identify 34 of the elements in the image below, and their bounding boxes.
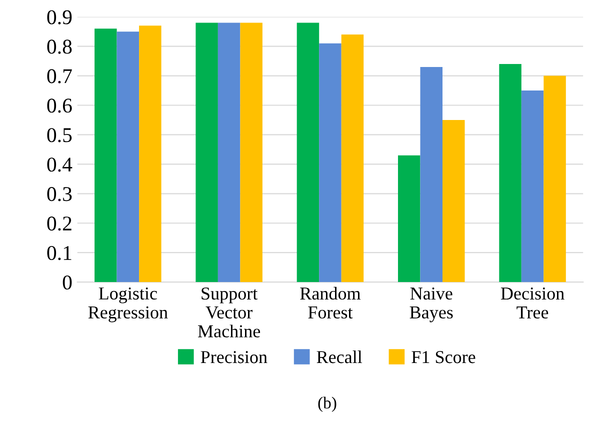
bar [442, 120, 465, 282]
x-tick-label: Decision Tree [500, 288, 564, 319]
x-tick-label: Logistic Regression [88, 287, 168, 322]
bar [398, 155, 420, 282]
y-tick-label: 0 [62, 275, 72, 290]
y-tick-label: 0.9 [47, 10, 72, 24]
bar [341, 34, 364, 282]
y-tick-label: 0.2 [47, 216, 72, 231]
bar [544, 76, 566, 282]
y-tick-label: 0.8 [47, 40, 72, 54]
bar [116, 32, 140, 282]
legend-label: Precision [200, 351, 268, 364]
bar [139, 26, 162, 282]
bar [319, 43, 342, 282]
y-tick-label: 0.7 [47, 69, 72, 84]
y-tick-label: 0.6 [47, 98, 72, 113]
bar [218, 22, 240, 282]
bar [521, 90, 544, 282]
text: (b) [318, 396, 336, 412]
bar [94, 28, 117, 282]
bar [196, 22, 218, 282]
x-tick-label: Random Forest [300, 286, 361, 319]
y-tick-label: 0.4 [47, 158, 72, 172]
bar [296, 22, 320, 282]
x-tick-label: Support Vector Machine [198, 288, 260, 338]
bar [420, 66, 442, 282]
legend-label: Recall [316, 350, 362, 364]
bar [499, 64, 522, 282]
y-tick-label: 0.5 [47, 128, 72, 142]
x-tick-label: Naive Bayes [410, 288, 453, 322]
bar [240, 22, 262, 282]
y-tick-label: 0.1 [47, 246, 72, 260]
y-tick-label: 0.3 [47, 187, 72, 202]
legend-label: F1 Score [412, 351, 476, 364]
